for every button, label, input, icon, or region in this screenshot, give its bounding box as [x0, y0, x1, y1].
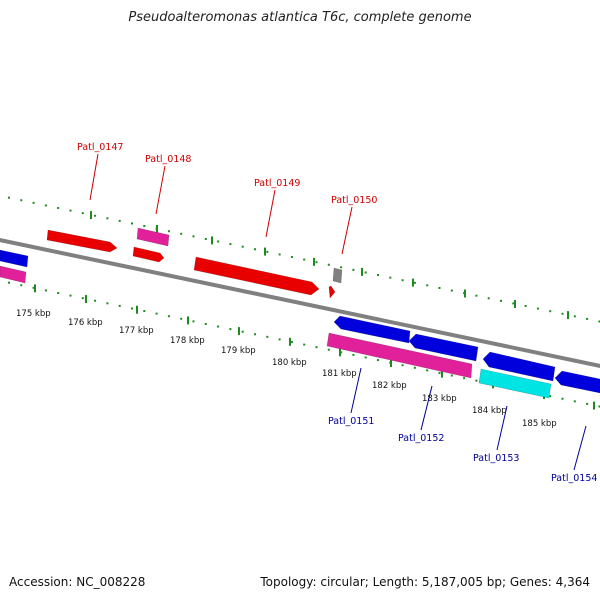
gene-cyan-patl-0153: [478, 368, 552, 399]
tick-label: 180 kbp: [272, 358, 307, 368]
tick-dot-tracks: [8, 196, 600, 410]
tick-label: 177 kbp: [119, 326, 154, 336]
gene-pseudo-patl-0151: [326, 332, 473, 379]
gene-arrow-patl-0147: [46, 229, 118, 253]
accession-text: Accession: NC_008228: [9, 575, 146, 589]
gene-leader-line-patl-0153: [496, 405, 508, 451]
gene-label-patl-0149: Patl_0149: [254, 178, 300, 189]
tick-label: 182 kbp: [372, 381, 407, 391]
gene-arrow-patl-0149: [193, 256, 320, 296]
gene-leader-line-patl-0148: [155, 165, 166, 215]
genome-summary-text: Topology: circular; Length: 5,187,005 bp…: [260, 575, 590, 589]
gene-leader-line-patl-0151: [350, 367, 362, 414]
gene-arrow-patl-0148-b: [132, 246, 165, 263]
gene-label-patl-0148: Patl_0148: [145, 154, 191, 165]
gene-arrow-patl-0152: [408, 333, 479, 362]
gene-arrow-patl-0151: [333, 315, 411, 344]
gene-arrow-left-edge-blue: [0, 249, 29, 268]
gene-leader-line-patl-0150: [341, 206, 353, 255]
tick-label: 178 kbp: [170, 336, 205, 346]
gene-label-patl-0151: Patl_0151: [328, 416, 374, 427]
gene-arrow-patl-0150: [328, 285, 336, 299]
gene-label-patl-0147: Patl_0147: [77, 142, 123, 153]
gene-arrow-patl-0153: [482, 351, 556, 382]
gene-label-patl-0150: Patl_0150: [331, 195, 377, 206]
gene-leader-line-patl-0152: [420, 385, 433, 431]
gene-label-patl-0153: Patl_0153: [473, 453, 519, 464]
gene-feature-patl-0150-gray: [332, 267, 343, 284]
gene-arrow-patl-0148-a: [136, 227, 170, 247]
gene-leader-line-patl-0147: [89, 153, 99, 201]
tick-label: 184 kbp: [472, 406, 507, 416]
gene-labels: Patl_0147 Patl_0148 Patl_0149 Patl_0150 Patl…: [77, 142, 597, 484]
gene-leader-line-patl-0149: [265, 189, 276, 238]
tick-label: 175 kbp: [16, 309, 51, 319]
tick-label: 181 kbp: [322, 369, 357, 379]
tick-label: 183 kbp: [422, 394, 457, 404]
gene-arrow-patl-0154: [554, 370, 600, 394]
genome-title: Pseudoalteromonas atlantica T6c, complet…: [128, 10, 472, 25]
tick-labels: 175 kbp 176 kbp 177 kbp 178 kbp 179 kbp 180 k…: [16, 309, 557, 429]
tick-label: 185 kbp: [522, 419, 557, 429]
genome-backbone: [0, 238, 600, 368]
tick-label: 179 kbp: [221, 346, 256, 356]
gene-leader-line-patl-0154: [573, 425, 587, 471]
gene-features: [0, 227, 600, 399]
gene-arrow-left-edge-pink: [0, 265, 27, 284]
gene-label-patl-0154: Patl_0154: [551, 473, 597, 484]
gene-label-patl-0152: Patl_0152: [398, 433, 444, 444]
tick-label: 176 kbp: [68, 318, 103, 328]
